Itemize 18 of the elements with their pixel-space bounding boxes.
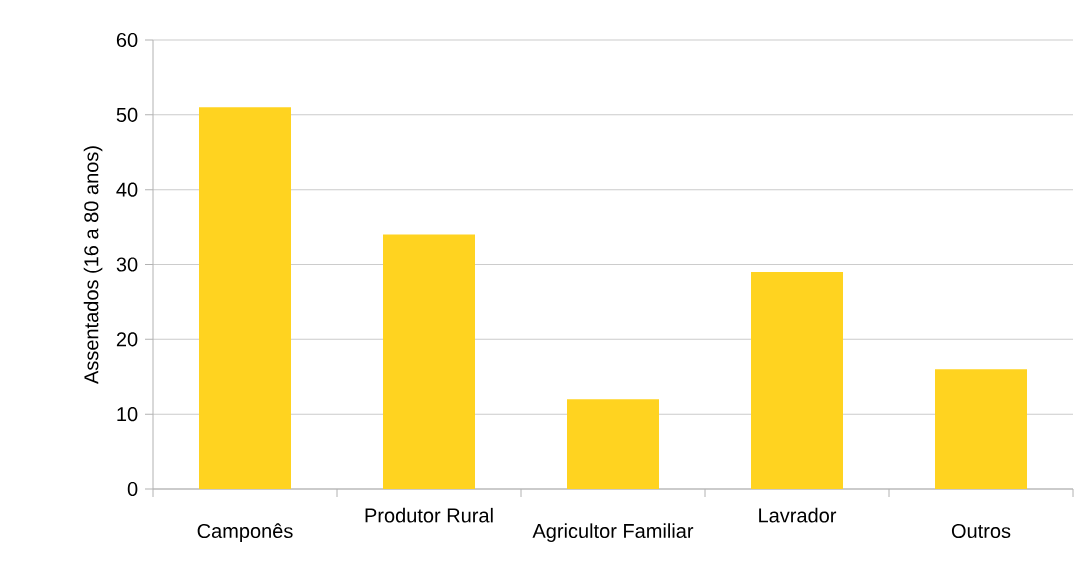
- x-tick-label: Produtor Rural: [365, 507, 493, 523]
- x-tick-label: Camponês: [197, 523, 293, 543]
- y-axis-title: Assentados (16 a 80 anos): [83, 146, 103, 384]
- x-tick-label: Outros: [951, 523, 1011, 539]
- y-tick-label: 0: [127, 481, 138, 497]
- y-tick-label: 20: [116, 332, 138, 347]
- y-tick-label: 10: [117, 407, 138, 422]
- y-tick-label: 50: [116, 107, 138, 122]
- x-tick-label: Agricultor Familiar: [532, 523, 694, 543]
- bar: [935, 369, 1028, 489]
- bar: [567, 399, 660, 489]
- y-tick-label: 30: [116, 257, 138, 272]
- bar: [383, 234, 476, 489]
- bar: [199, 107, 291, 489]
- y-tick-label: 60: [116, 32, 138, 48]
- bar: [751, 271, 844, 489]
- y-tick-label: 40: [116, 182, 138, 197]
- x-tick-label: Lavrador: [759, 507, 837, 523]
